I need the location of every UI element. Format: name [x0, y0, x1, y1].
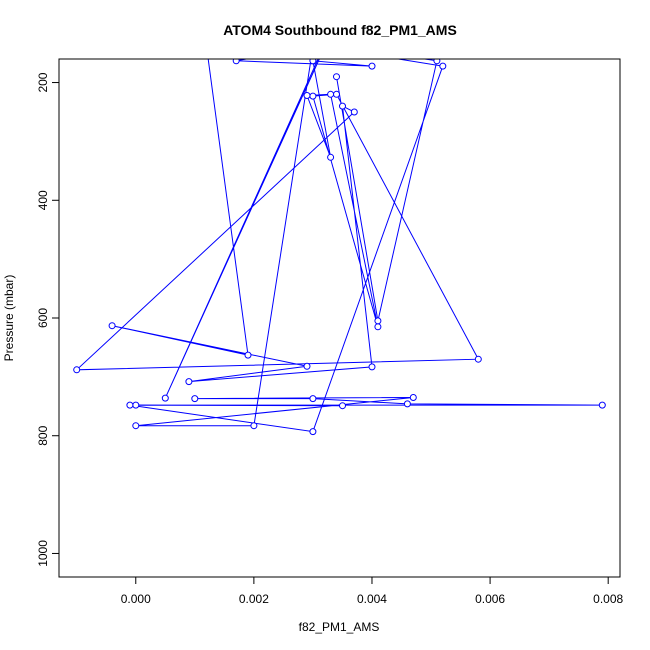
data-point — [161, 394, 169, 402]
series-layer — [73, 41, 606, 436]
data-point — [309, 395, 317, 403]
data-point — [132, 401, 140, 409]
data-point — [339, 102, 346, 110]
y-tick-label: 200 — [36, 72, 50, 92]
y-tick-label: 600 — [36, 308, 50, 328]
data-point — [232, 59, 240, 65]
data-point — [339, 402, 346, 410]
y-tick-label: 400 — [36, 190, 50, 210]
data-point — [309, 92, 317, 100]
plot-clip-group — [73, 41, 606, 436]
data-point — [250, 422, 258, 430]
data-point — [191, 395, 199, 403]
x-tick-label: 0.000 — [121, 592, 151, 606]
data-point — [309, 59, 317, 65]
data-point — [474, 355, 482, 363]
data-point — [73, 366, 81, 374]
series-line — [75, 59, 603, 433]
data-point — [374, 317, 382, 325]
x-tick-label: 0.004 — [357, 592, 387, 606]
data-point — [309, 428, 317, 436]
y-axis: 200 400 600 800 1000 — [36, 72, 60, 567]
data-point — [244, 351, 252, 359]
x-axis: 0.000 0.002 0.004 0.006 0.008 — [121, 576, 624, 606]
data-point — [132, 422, 140, 430]
data-point — [433, 59, 441, 65]
data-point — [322, 44, 328, 50]
data-point — [310, 44, 316, 50]
data-point — [598, 401, 606, 409]
data-point — [327, 153, 335, 161]
data-point — [350, 108, 358, 116]
data-point — [327, 90, 335, 98]
data-point — [303, 362, 311, 370]
x-tick-label: 0.006 — [475, 592, 505, 606]
data-point — [368, 363, 376, 371]
data-point — [185, 378, 193, 386]
data-point — [333, 73, 340, 81]
data-point — [108, 322, 116, 330]
data-point — [368, 62, 376, 70]
x-tick-label: 0.002 — [239, 592, 269, 606]
data-point — [204, 44, 210, 50]
data-point — [303, 92, 311, 99]
y-axis-label: Pressure (mbar) — [2, 275, 16, 362]
data-point — [333, 90, 340, 98]
data-point — [374, 323, 382, 331]
y-tick-label: 1000 — [36, 540, 50, 567]
data-point — [322, 41, 328, 47]
data-point — [439, 62, 447, 70]
x-axis-label: f82_PM1_AMS — [299, 620, 380, 634]
chart-title: ATOM4 Southbound f82_PM1_AMS — [223, 22, 457, 38]
data-point — [126, 401, 134, 409]
data-point — [409, 394, 417, 401]
y-tick-label: 800 — [36, 425, 50, 445]
data-point — [403, 400, 411, 408]
x-tick-label: 0.008 — [593, 592, 623, 606]
